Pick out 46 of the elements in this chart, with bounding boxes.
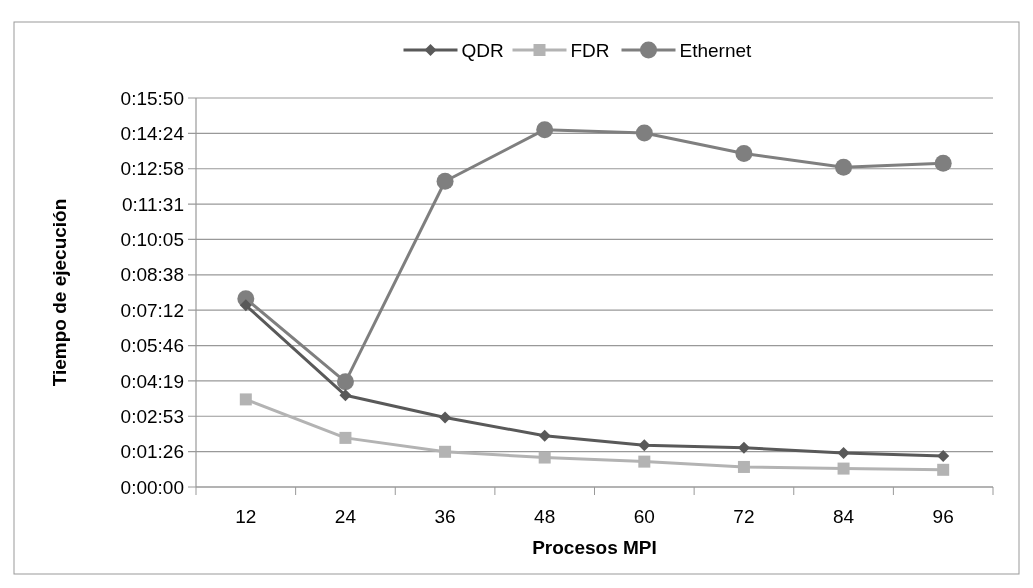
point <box>735 144 753 162</box>
point <box>439 445 452 458</box>
x-tick-label: 84 <box>832 506 855 527</box>
point <box>837 447 850 460</box>
y-tick-label: 0:08:38 <box>120 264 184 286</box>
y-tick-label: 0:02:53 <box>120 405 184 427</box>
x-tick-label: 60 <box>633 506 655 527</box>
point <box>737 460 750 473</box>
point <box>837 462 850 475</box>
point <box>239 299 252 312</box>
y-axis-title: Tiempo de ejecución <box>49 198 70 387</box>
point <box>439 411 452 424</box>
y-tick-label: 0:05:46 <box>120 335 184 357</box>
point <box>239 393 252 406</box>
x-tick-label: 72 <box>733 506 755 527</box>
point <box>538 429 551 442</box>
x-tick-label: 24 <box>334 506 357 527</box>
point <box>635 124 653 142</box>
x-tick-label: 36 <box>434 506 456 527</box>
legend-label: FDR <box>570 39 610 61</box>
legend-label: QDR <box>461 39 504 61</box>
y-tick-label: 0:07:12 <box>120 299 184 321</box>
point <box>336 373 354 391</box>
point <box>339 389 352 402</box>
x-axis-title: Procesos MPI <box>532 537 657 558</box>
point <box>339 431 352 444</box>
y-tick-label: 0:11:31 <box>122 193 184 215</box>
point <box>638 455 651 468</box>
x-tick-label: 48 <box>534 506 556 527</box>
y-tick-label: 0:10:05 <box>120 229 184 251</box>
point <box>937 449 950 462</box>
x-tick-label: 96 <box>932 506 954 527</box>
point <box>436 172 454 190</box>
y-tick-label: 0:04:19 <box>120 370 184 392</box>
y-tick-label: 0:15:50 <box>120 87 184 109</box>
legend-label: Ethernet <box>679 39 753 61</box>
point <box>937 463 950 476</box>
y-tick-label: 0:14:24 <box>120 123 185 145</box>
point <box>835 158 853 176</box>
point <box>538 451 551 464</box>
y-tick-label: 0:01:26 <box>120 441 184 463</box>
point <box>934 154 952 172</box>
y-tick-label: 0:00:00 <box>120 476 184 498</box>
y-tick-label: 0:12:58 <box>120 158 184 180</box>
point <box>536 121 554 139</box>
x-tick-label: 12 <box>235 506 257 527</box>
